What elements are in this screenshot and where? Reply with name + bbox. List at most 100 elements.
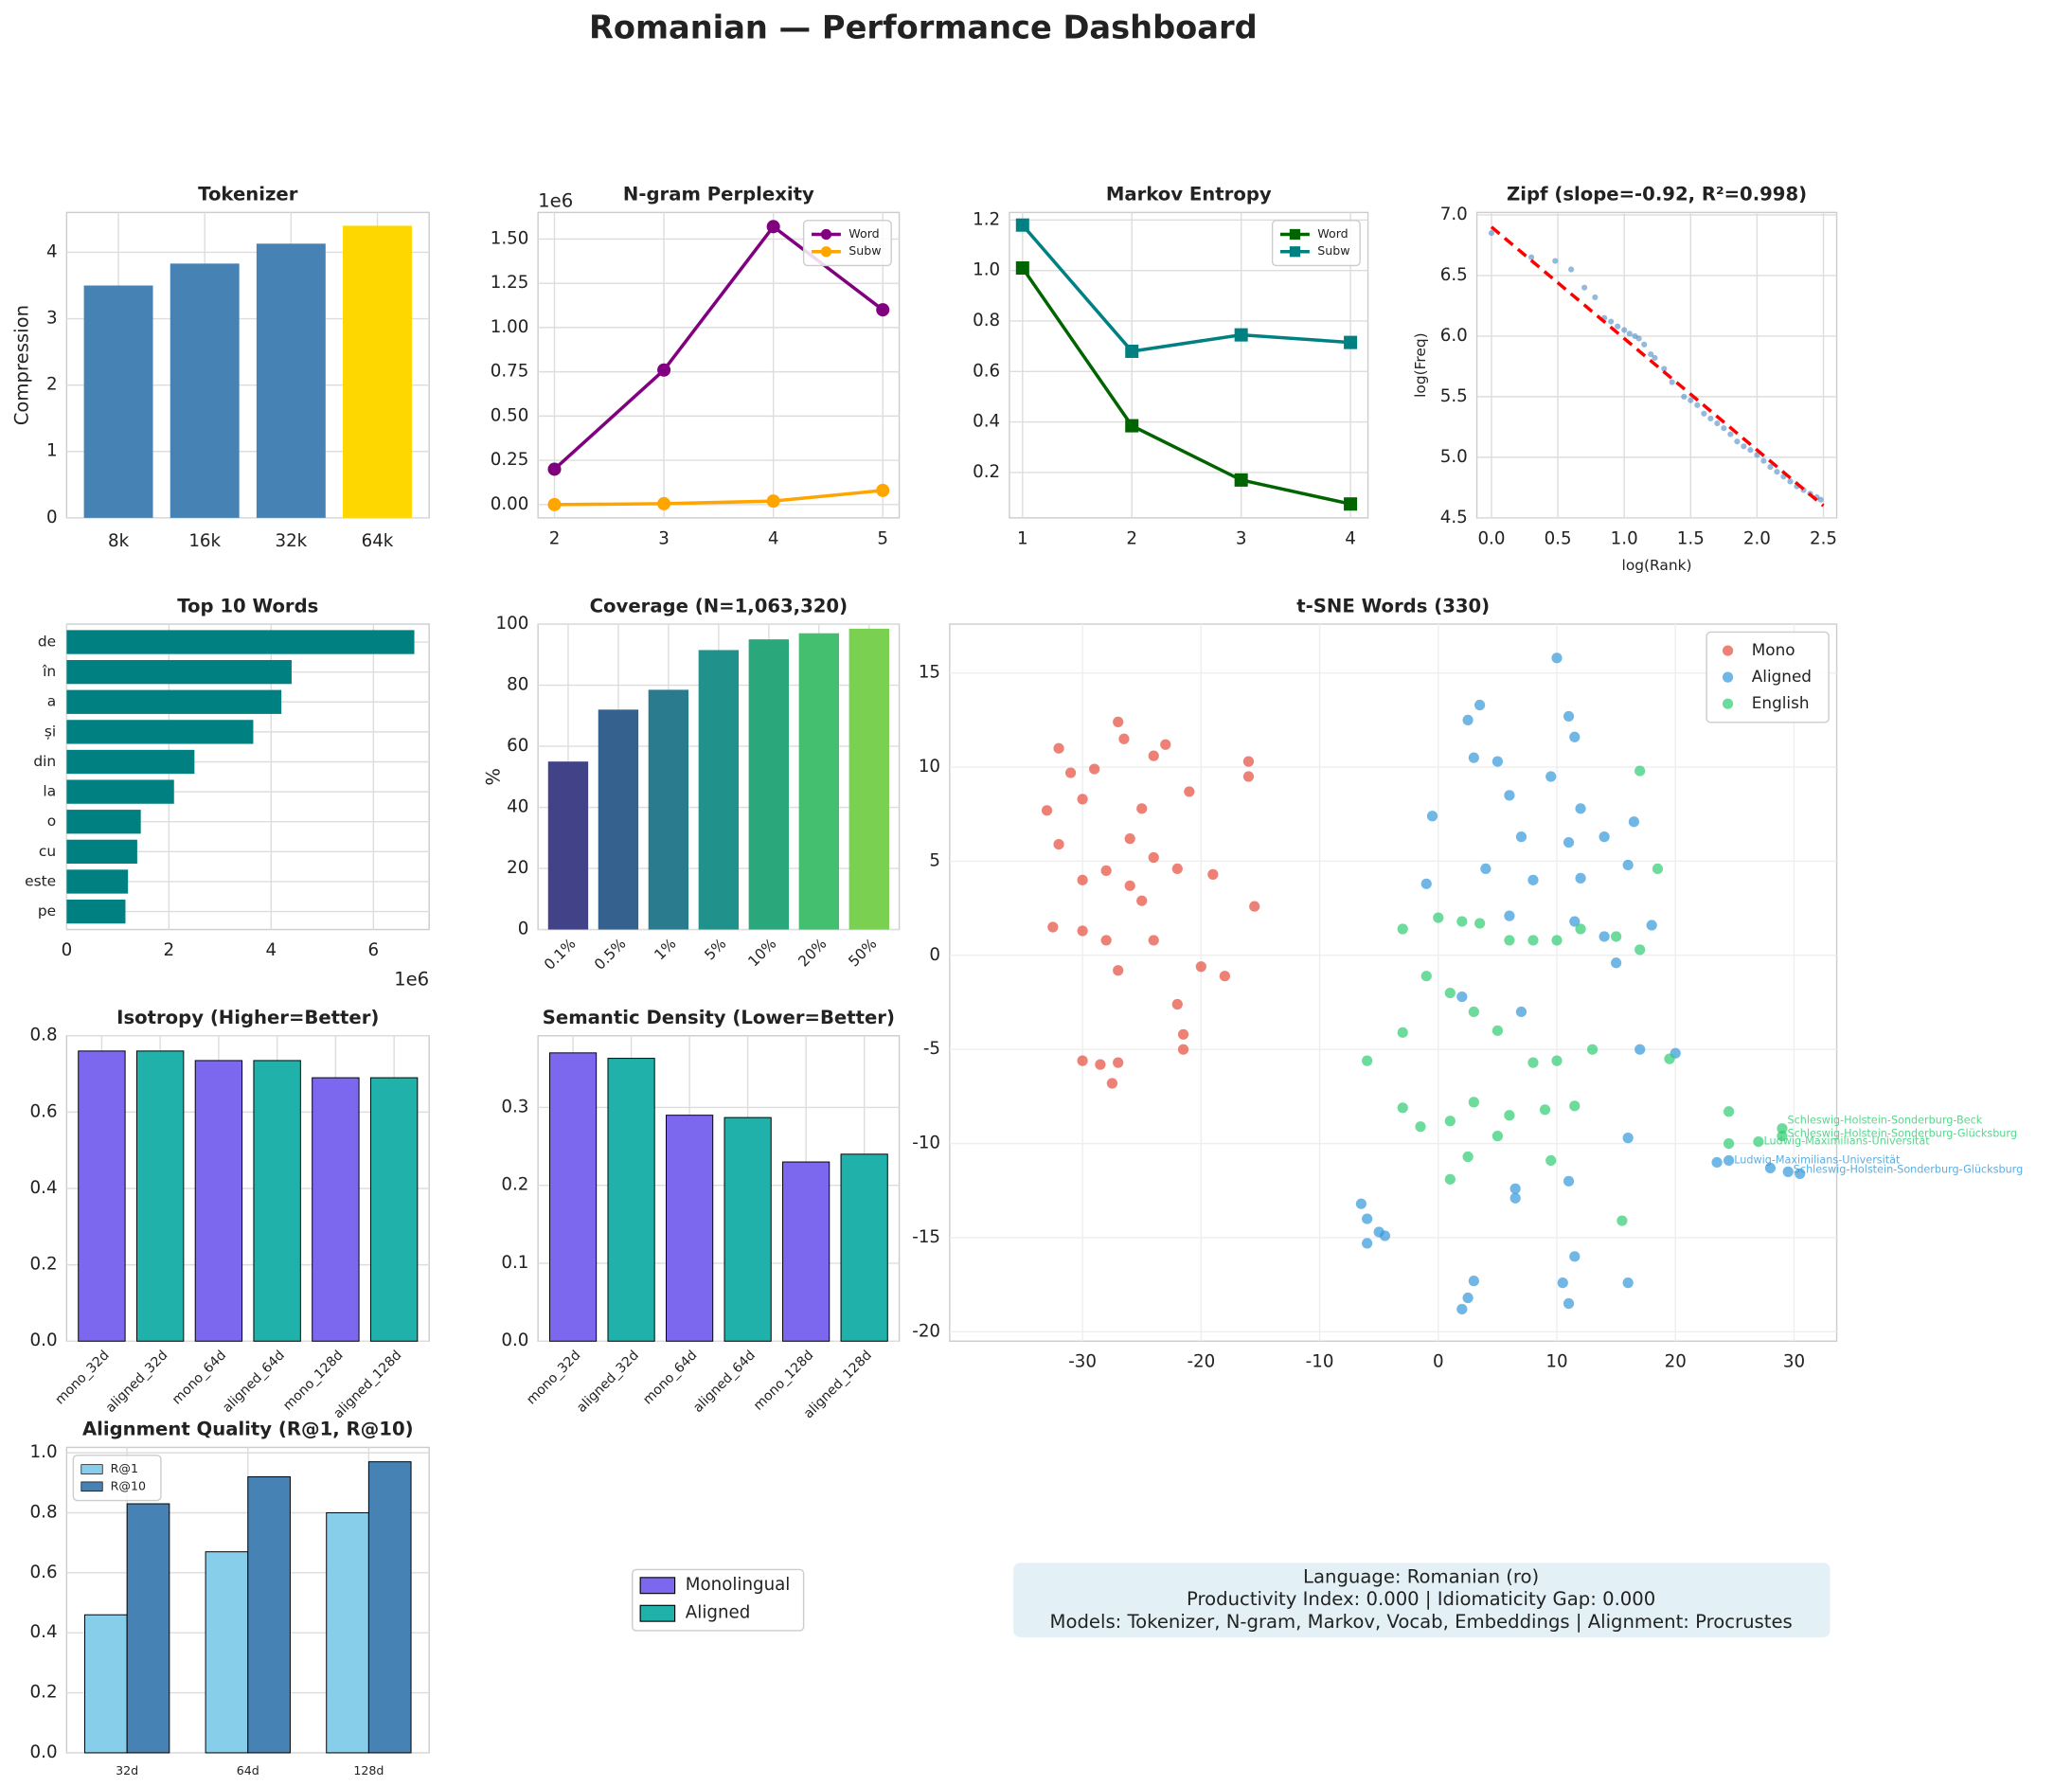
bar xyxy=(66,659,292,685)
point xyxy=(1171,863,1183,875)
bar xyxy=(312,1077,360,1342)
point xyxy=(1634,1044,1646,1055)
point xyxy=(1563,1175,1575,1187)
annotation: Schleswig-Holstein-Sonderburg-Glücksburg xyxy=(1788,1128,2017,1140)
point xyxy=(1355,1198,1366,1209)
y-tick-label: 0.2 xyxy=(501,1175,528,1195)
y-tick-label: în xyxy=(42,663,56,680)
x-tick-label: 16k xyxy=(188,531,221,551)
info-box xyxy=(1013,1563,1831,1637)
point xyxy=(1626,330,1633,337)
point xyxy=(1747,447,1754,454)
annotation: Schleswig-Holstein-Sonderburg-Beck xyxy=(1788,1115,1983,1127)
y-tick-label: la xyxy=(43,783,56,800)
bar xyxy=(798,633,840,930)
y-tick-label: și xyxy=(45,723,56,740)
point xyxy=(1569,916,1581,927)
y-tick-label: o xyxy=(47,813,56,830)
x-tick-label: 32k xyxy=(275,531,307,551)
x-axis-label: log(Rank) xyxy=(1622,557,1692,574)
point xyxy=(1504,935,1515,946)
x-tick-label: 30 xyxy=(1783,1352,1805,1372)
point xyxy=(1634,944,1646,956)
legend-label: Aligned xyxy=(686,1603,750,1623)
axes-background xyxy=(949,623,1838,1342)
point xyxy=(1563,1297,1575,1310)
annotation: Schleswig-Holstein-Sonderburg-Glücksburg xyxy=(1794,1163,2023,1175)
point xyxy=(1628,816,1640,828)
legend-marker xyxy=(1722,645,1734,656)
point xyxy=(1184,786,1195,797)
point xyxy=(1462,1151,1474,1163)
bar xyxy=(247,1475,291,1754)
x-tick-label: 4 xyxy=(1345,528,1356,548)
line xyxy=(1021,223,1351,353)
point xyxy=(1646,920,1657,931)
point xyxy=(1688,397,1694,403)
point xyxy=(1136,803,1148,814)
bar xyxy=(83,285,153,518)
bar xyxy=(723,1116,772,1342)
y-tick-label: 0.8 xyxy=(973,311,1000,330)
point xyxy=(1575,923,1586,935)
y-tick-label: 3 xyxy=(46,309,58,329)
point xyxy=(1592,294,1599,301)
y-tick-label: 0.75 xyxy=(491,362,529,382)
bar xyxy=(78,1050,126,1342)
point xyxy=(1545,771,1557,782)
y-tick-label: 0 xyxy=(46,508,58,527)
point xyxy=(1456,991,1468,1003)
point xyxy=(1504,1110,1515,1121)
y-tick-label: 0.0 xyxy=(30,1331,58,1350)
point xyxy=(1723,1154,1735,1167)
point xyxy=(1635,335,1642,342)
point xyxy=(1782,1166,1794,1177)
point xyxy=(1615,323,1621,330)
point xyxy=(1177,1028,1189,1040)
marker xyxy=(657,363,671,377)
x-tick-label: 5 xyxy=(877,528,888,548)
offset-label: 1e6 xyxy=(394,968,429,990)
point xyxy=(1563,710,1575,723)
y-tick-label: 40 xyxy=(507,797,528,817)
legend-label: Aligned xyxy=(1752,667,1812,686)
y-tick-label: 6.0 xyxy=(1440,326,1468,346)
annotation: Ludwig-Maximilians-Universität xyxy=(1734,1153,1901,1166)
legend-label: English xyxy=(1752,693,1810,712)
panel-title: Zipf (slope=-0.92, R²=0.998) xyxy=(1507,184,1807,205)
point xyxy=(1124,833,1135,845)
point xyxy=(1707,415,1714,422)
marker xyxy=(547,462,562,476)
point xyxy=(1734,438,1741,445)
point xyxy=(1599,831,1610,843)
bar xyxy=(547,761,589,930)
point xyxy=(1652,354,1658,362)
point xyxy=(1077,925,1088,937)
y-tick-label: 0.1 xyxy=(501,1253,528,1273)
point xyxy=(1694,402,1701,408)
y-tick-label: 15 xyxy=(919,663,940,683)
panel-title: Semantic Density (Lower=Better) xyxy=(543,1007,895,1028)
point xyxy=(1723,1137,1735,1150)
point xyxy=(1362,1238,1373,1249)
point xyxy=(1136,895,1148,906)
point xyxy=(1195,961,1206,973)
bar xyxy=(66,779,174,804)
y-tick-label: 0.2 xyxy=(30,1683,58,1703)
y-tick-label: 1.50 xyxy=(491,228,529,248)
y-tick-label: cu xyxy=(39,843,56,860)
bar xyxy=(66,869,129,894)
bar xyxy=(848,628,889,930)
bar xyxy=(170,263,240,518)
x-tick-label: 1 xyxy=(1017,528,1028,548)
point xyxy=(1077,1055,1088,1066)
marker xyxy=(766,220,780,234)
info-line: Language: Romanian (ro) xyxy=(1303,1565,1539,1587)
x-tick-label: 2 xyxy=(1126,528,1137,548)
point xyxy=(1569,1100,1581,1112)
point xyxy=(1053,742,1064,754)
y-axis-label: log(Freq) xyxy=(1412,332,1429,398)
x-tick-label: 0.5 xyxy=(1545,528,1572,548)
bar xyxy=(194,1060,243,1342)
point xyxy=(1509,1192,1521,1204)
